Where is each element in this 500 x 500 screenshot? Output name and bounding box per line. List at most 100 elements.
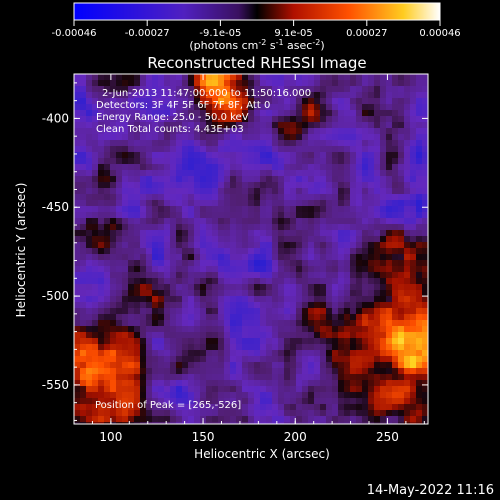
heatmap-cell [80, 200, 86, 206]
heatmap-cell [128, 194, 134, 200]
heatmap-cell [380, 344, 386, 350]
heatmap-cell [200, 116, 206, 122]
heatmap-cell [218, 194, 224, 200]
heatmap-cell [152, 92, 158, 98]
heatmap-cell [272, 140, 278, 146]
heatmap-cell [332, 140, 338, 146]
heatmap-cell [122, 308, 128, 314]
heatmap-cell [164, 338, 170, 344]
heatmap-cell [188, 170, 194, 176]
heatmap-cell [212, 224, 218, 230]
heatmap-cell [392, 254, 398, 260]
heatmap-cell [350, 224, 356, 230]
heatmap-cell [356, 224, 362, 230]
heatmap-cell [344, 326, 350, 332]
heatmap-cell [314, 74, 320, 80]
heatmap-cell [176, 392, 182, 398]
heatmap-cell [122, 356, 128, 362]
heatmap-cell [314, 164, 320, 170]
heatmap-cell [338, 410, 344, 416]
heatmap-cell [326, 80, 332, 86]
heatmap-cell [182, 218, 188, 224]
heatmap-cell [398, 242, 404, 248]
heatmap-cell [206, 338, 212, 344]
heatmap-cell [272, 344, 278, 350]
heatmap-cell [158, 146, 164, 152]
heatmap-cell [386, 416, 392, 422]
heatmap-cell [86, 194, 92, 200]
heatmap-cell [86, 242, 92, 248]
heatmap-cell [122, 200, 128, 206]
heatmap-cell [356, 302, 362, 308]
heatmap-cell [74, 302, 80, 308]
heatmap-cell [422, 212, 428, 218]
heatmap-cell [146, 128, 152, 134]
heatmap-cell [206, 104, 212, 110]
heatmap-cell [362, 392, 368, 398]
heatmap-cell [314, 290, 320, 296]
heatmap-cell [194, 410, 200, 416]
heatmap-cell [356, 200, 362, 206]
heatmap-cell [266, 278, 272, 284]
heatmap-cell [290, 248, 296, 254]
heatmap-cell [206, 140, 212, 146]
heatmap-cell [416, 164, 422, 170]
heatmap-cell [254, 236, 260, 242]
heatmap-cell [236, 254, 242, 260]
heatmap-cell [398, 206, 404, 212]
heatmap-cell [116, 266, 122, 272]
heatmap-cell [392, 386, 398, 392]
heatmap-cell [296, 272, 302, 278]
heatmap-cell [80, 368, 86, 374]
heatmap-cell [380, 392, 386, 398]
heatmap-cell [128, 338, 134, 344]
heatmap-cell [164, 218, 170, 224]
heatmap-cell [266, 194, 272, 200]
heatmap-cell [140, 380, 146, 386]
heatmap-cell [134, 308, 140, 314]
heatmap-cell [362, 374, 368, 380]
heatmap-cell [128, 368, 134, 374]
heatmap-cell [152, 248, 158, 254]
heatmap-cell [422, 374, 428, 380]
heatmap-cell [146, 98, 152, 104]
heatmap-cell [410, 146, 416, 152]
heatmap-cell [302, 146, 308, 152]
heatmap-cell [188, 356, 194, 362]
heatmap-cell [374, 110, 380, 116]
heatmap-cell [320, 308, 326, 314]
heatmap-cell [170, 350, 176, 356]
heatmap-cell [362, 344, 368, 350]
colorbar-unit: (photons cm-2 s-1 asec-2) [189, 38, 324, 52]
heatmap-cell [110, 338, 116, 344]
heatmap-cell [152, 242, 158, 248]
heatmap-cell [278, 194, 284, 200]
heatmap-cell [338, 206, 344, 212]
heatmap-cell [98, 206, 104, 212]
heatmap-cell [260, 194, 266, 200]
heatmap-cell [206, 86, 212, 92]
heatmap-cell [410, 86, 416, 92]
heatmap-cell [296, 296, 302, 302]
heatmap-cell [254, 86, 260, 92]
heatmap-cell [194, 164, 200, 170]
heatmap-cell [218, 380, 224, 386]
heatmap-cell [176, 158, 182, 164]
heatmap-cell [74, 122, 80, 128]
heatmap-cell [338, 218, 344, 224]
heatmap-cell [308, 416, 314, 422]
heatmap-cell [98, 284, 104, 290]
heatmap-cell [314, 194, 320, 200]
heatmap-cell [344, 272, 350, 278]
heatmap-cell [74, 392, 80, 398]
heatmap-cell [344, 170, 350, 176]
heatmap-cell [116, 140, 122, 146]
heatmap-cell [242, 272, 248, 278]
heatmap-cell [260, 272, 266, 278]
x-axis-ticks [73, 74, 425, 424]
heatmap-cell [92, 152, 98, 158]
heatmap-cell [278, 308, 284, 314]
heatmap-cell [290, 98, 296, 104]
heatmap-cell [338, 152, 344, 158]
heatmap-cell [194, 272, 200, 278]
